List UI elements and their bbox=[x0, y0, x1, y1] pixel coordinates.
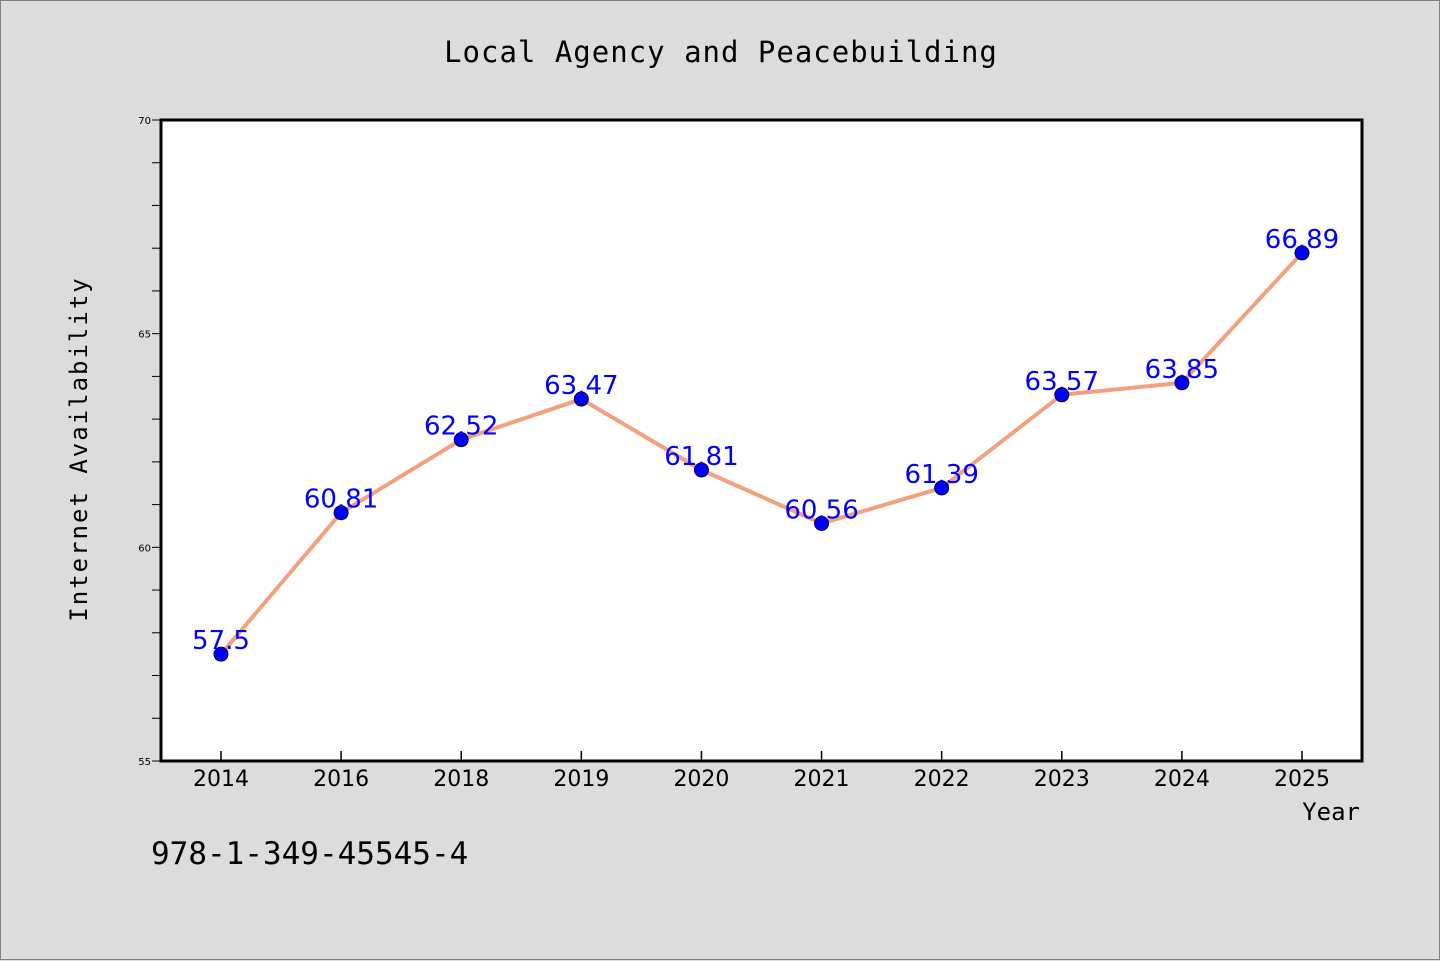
x-tick-label: 2025 bbox=[1274, 767, 1330, 792]
x-axis-label: Year bbox=[1302, 798, 1360, 826]
data-label: 61.81 bbox=[664, 442, 738, 472]
y-tick-label: 65 bbox=[138, 330, 151, 341]
data-point-marker bbox=[814, 515, 830, 531]
data-label: 62.52 bbox=[424, 412, 498, 442]
y-axis: 55 60 65 70 bbox=[138, 116, 161, 768]
data-label: 57.5 bbox=[192, 626, 250, 656]
data-point-marker bbox=[573, 391, 589, 407]
y-tick-label: 60 bbox=[138, 543, 151, 554]
data-point-marker bbox=[934, 480, 950, 496]
footer-code: 978-1-349-45545-4 bbox=[151, 836, 469, 872]
y-axis-label: Internet Availability bbox=[65, 276, 93, 621]
data-point-marker bbox=[453, 432, 469, 448]
data-label: 63.57 bbox=[1025, 367, 1099, 397]
data-label: 60.56 bbox=[784, 495, 858, 525]
x-tick-label: 2021 bbox=[794, 767, 850, 792]
data-label: 61.39 bbox=[904, 460, 978, 490]
data-point-marker bbox=[693, 462, 709, 478]
x-axis: 2014 2016 2018 2019 2020 2021 2022 2023 2024 2025 bbox=[193, 751, 1330, 792]
data-point-marker bbox=[213, 646, 229, 662]
y-tick-label: 70 bbox=[138, 116, 151, 127]
data-point-marker bbox=[1294, 245, 1310, 261]
data-label: 63.85 bbox=[1145, 355, 1219, 385]
data-point-marker bbox=[1054, 387, 1070, 403]
data-label: 63.47 bbox=[544, 371, 618, 401]
x-tick-label: 2024 bbox=[1154, 767, 1210, 792]
data-point-marker bbox=[1174, 375, 1190, 391]
data-label: 60.81 bbox=[304, 485, 378, 515]
x-tick-label: 2022 bbox=[914, 767, 970, 792]
plot-area bbox=[159, 118, 1364, 763]
x-tick-label: 2014 bbox=[193, 767, 249, 792]
x-tick-label: 2020 bbox=[673, 767, 729, 792]
series-group: 57.5 60.81 62.52 63.47 61.81 60.56 61.39 63.57 6… bbox=[192, 225, 1339, 662]
x-tick-label: 2018 bbox=[433, 767, 489, 792]
data-label: 66.89 bbox=[1265, 225, 1339, 255]
series-line bbox=[219, 251, 1304, 656]
x-tick-label: 2019 bbox=[553, 767, 609, 792]
data-point-marker bbox=[333, 505, 349, 521]
x-tick-label: 2023 bbox=[1034, 767, 1090, 792]
chart-title: Local Agency and Peacebuilding bbox=[444, 35, 998, 69]
y-tick-label: 55 bbox=[138, 757, 151, 768]
x-tick-label: 2016 bbox=[313, 767, 369, 792]
